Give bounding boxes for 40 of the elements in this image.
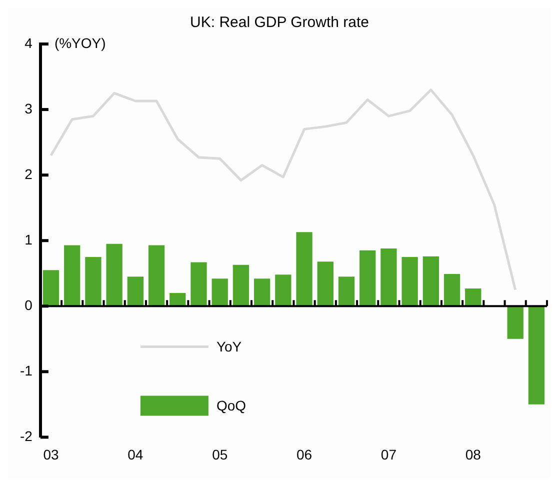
bar: [380, 248, 397, 306]
bar: [190, 262, 207, 306]
y-tick-label: -1: [20, 362, 33, 379]
chart-title: UK: Real GDP Growth rate: [190, 14, 369, 32]
y-tick-label: -2: [20, 428, 33, 444]
bar: [422, 256, 439, 306]
x-tick-label: 07: [380, 446, 397, 462]
y-tick-label: 3: [24, 100, 33, 116]
bar: [170, 293, 186, 306]
bar: [402, 256, 418, 306]
bar: [275, 274, 292, 306]
bar: [85, 256, 102, 306]
bar: [106, 244, 122, 306]
x-tick-label: 04: [128, 446, 144, 462]
x-tick-label: 03: [43, 446, 59, 462]
y-tick-label: 4: [24, 34, 33, 51]
bar: [296, 232, 312, 306]
y-axis-title: (%YOY): [54, 34, 106, 51]
bar: [317, 262, 334, 306]
y-tick-label: 1: [24, 231, 33, 248]
bar: [127, 276, 144, 306]
legend-label: QoQ: [216, 398, 246, 414]
bar: [507, 306, 524, 339]
bar: [528, 306, 545, 404]
bar: [465, 288, 482, 306]
bar: [212, 278, 228, 306]
legend-label: YoY: [216, 338, 242, 355]
y-tick-label: 2: [24, 166, 33, 182]
x-tick-label: 05: [212, 446, 228, 462]
x-tick-label: 08: [465, 446, 482, 462]
bar: [254, 278, 270, 306]
bar: [444, 274, 460, 306]
bar: [338, 276, 355, 306]
y-tick-label: 0: [24, 296, 33, 313]
bar: [148, 245, 165, 306]
bar: [360, 250, 376, 306]
bar: [42, 270, 60, 306]
x-tick-label: 06: [296, 446, 312, 462]
bar: [232, 264, 250, 306]
bar: [64, 245, 80, 306]
